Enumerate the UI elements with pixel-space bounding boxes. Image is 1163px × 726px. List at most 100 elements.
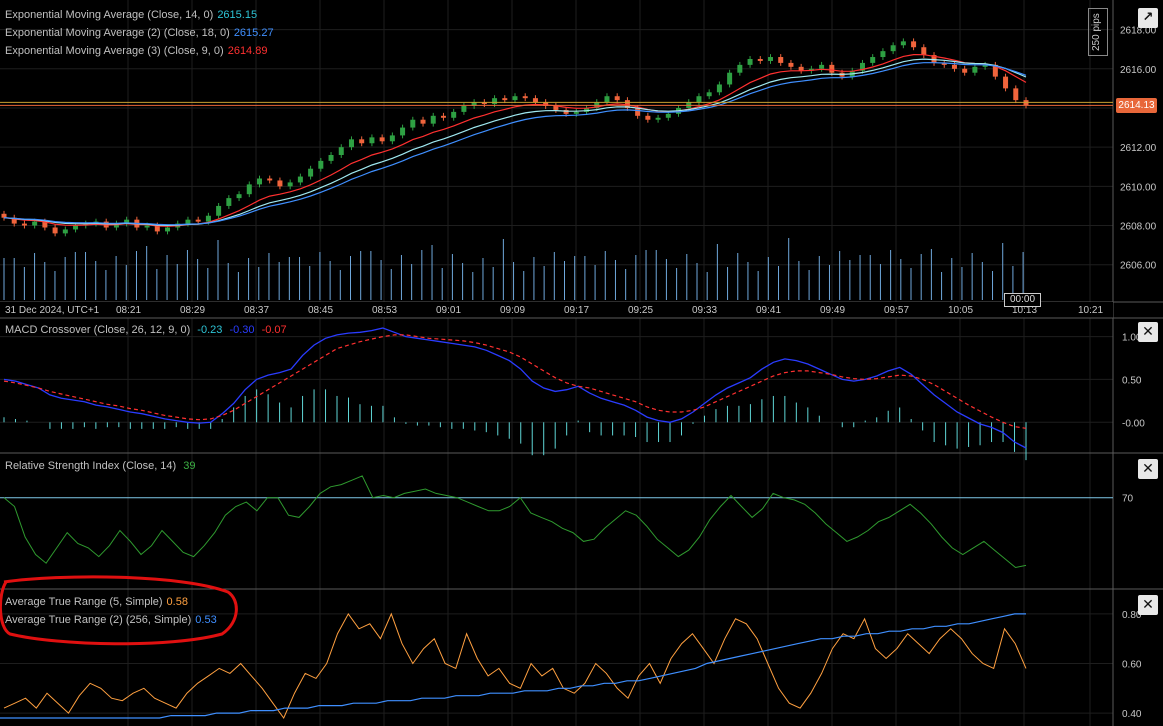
candle-body bbox=[573, 111, 579, 114]
candle-body bbox=[144, 225, 150, 228]
candle-body bbox=[563, 109, 569, 114]
candle-body bbox=[890, 45, 896, 52]
candle-body bbox=[829, 64, 835, 73]
candle-body bbox=[246, 184, 252, 195]
price-tick-label: 2610.00 bbox=[1120, 182, 1157, 193]
candle-body bbox=[11, 217, 17, 224]
legend-atr-256: Average True Range (2) (256, Simple) 0.53 bbox=[5, 614, 217, 626]
candle-body bbox=[1, 213, 7, 218]
candle-body bbox=[962, 68, 968, 73]
ema-18-line bbox=[3, 62, 1027, 226]
candle-body bbox=[216, 205, 222, 216]
candle-body bbox=[737, 64, 743, 73]
candle-body bbox=[318, 160, 324, 169]
time-tick-label: 08:21 bbox=[116, 305, 141, 316]
ema-14-line bbox=[3, 58, 1027, 227]
macd-value-signal: -0.07 bbox=[261, 324, 287, 336]
legend-ema-18: Exponential Moving Average (2) (Close, 1… bbox=[5, 27, 274, 39]
candle-body bbox=[297, 176, 303, 183]
cursor-time-label: 00:00 bbox=[1004, 293, 1041, 307]
macd-tick-label: -0.00 bbox=[1122, 418, 1145, 429]
rsi-title: Relative Strength Index (Close, 14) bbox=[5, 460, 177, 472]
red-annotation-circle bbox=[0, 575, 238, 646]
candle-body bbox=[614, 96, 620, 101]
time-tick-label: 08:45 bbox=[308, 305, 333, 316]
candle-body bbox=[257, 178, 262, 185]
time-tick-label: 09:57 bbox=[884, 305, 909, 316]
time-tick-label: 09:49 bbox=[820, 305, 845, 316]
time-tick-label: 31 Dec 2024, UTC+1 bbox=[5, 305, 100, 316]
macd-title: MACD Crossover (Close, 26, 12, 9, 0) bbox=[5, 324, 191, 336]
candle-body bbox=[308, 168, 314, 177]
price-tick-label: 2616.00 bbox=[1120, 65, 1157, 76]
candle-body bbox=[165, 227, 171, 232]
candle-body bbox=[52, 227, 58, 234]
macd-tick-label: 0.50 bbox=[1122, 375, 1142, 386]
candle-body bbox=[236, 194, 242, 199]
candle-body bbox=[911, 41, 917, 48]
candle-body bbox=[665, 113, 671, 118]
candle-body bbox=[21, 223, 27, 226]
candle-body bbox=[635, 107, 641, 116]
price-tick-label: 2606.00 bbox=[1120, 261, 1157, 272]
rsi-close-icon[interactable]: ✕ bbox=[1138, 459, 1158, 479]
candle-body bbox=[931, 55, 937, 63]
macd-tick-label: 1.00 bbox=[1122, 333, 1142, 344]
candle-body bbox=[696, 96, 702, 103]
macd-signal-line bbox=[3, 334, 1027, 429]
candle-body bbox=[1003, 76, 1009, 89]
time-tick-label: 08:53 bbox=[372, 305, 397, 316]
macd-value-line: -0.30 bbox=[229, 324, 255, 336]
candle-body bbox=[543, 102, 549, 107]
candle-body bbox=[716, 84, 722, 93]
candle-body bbox=[73, 225, 79, 230]
candle-body bbox=[757, 58, 763, 61]
rsi-tick-label: 70 bbox=[1122, 494, 1134, 505]
candle-body bbox=[992, 64, 998, 77]
candle-body bbox=[471, 102, 477, 107]
rsi-value: 39 bbox=[183, 460, 196, 472]
atr-256-line bbox=[0, 613, 1026, 719]
price-tick-label: 2618.00 bbox=[1120, 26, 1157, 37]
candle-body bbox=[522, 96, 528, 99]
time-tick-label: 09:41 bbox=[756, 305, 781, 316]
candle-body bbox=[921, 47, 927, 56]
macd-legend: MACD Crossover (Close, 26, 12, 9, 0) -0.… bbox=[5, 324, 287, 336]
time-tick-label: 10:05 bbox=[948, 305, 973, 316]
candle-body bbox=[379, 137, 385, 142]
candle-body bbox=[328, 155, 334, 161]
candle-body bbox=[430, 115, 436, 124]
time-tick-label: 09:01 bbox=[436, 305, 461, 316]
time-tick-label: 10:13 bbox=[1012, 305, 1037, 316]
candle-body bbox=[42, 221, 48, 228]
candle-body bbox=[440, 115, 446, 118]
atr-close-icon[interactable]: ✕ bbox=[1138, 595, 1158, 615]
time-tick-label: 09:17 bbox=[564, 305, 589, 316]
time-axis-band bbox=[0, 302, 1113, 318]
candle-body bbox=[778, 57, 784, 63]
time-tick-label: 10:21 bbox=[1078, 305, 1103, 316]
popout-icon[interactable]: ↗ bbox=[1138, 8, 1158, 28]
candle-body bbox=[584, 107, 590, 112]
atr-tick-label: 0.40 bbox=[1122, 709, 1142, 720]
candle-body bbox=[410, 119, 416, 128]
candle-body bbox=[461, 106, 467, 112]
atr-legend: Average True Range (5, Simple) 0.58 Avera… bbox=[5, 596, 217, 632]
price-tick-label: 2612.00 bbox=[1120, 143, 1157, 154]
candle-body bbox=[1013, 88, 1019, 101]
candle-body bbox=[532, 98, 538, 103]
candle-body bbox=[348, 139, 354, 148]
candle-body bbox=[798, 66, 804, 71]
candle-body bbox=[982, 64, 988, 67]
candle-body bbox=[900, 41, 906, 46]
candle-body bbox=[267, 178, 273, 181]
candle-body bbox=[400, 127, 406, 136]
rsi-legend: Relative Strength Index (Close, 14) 39 bbox=[5, 460, 196, 472]
candle-body bbox=[604, 96, 610, 103]
rsi-line bbox=[3, 475, 1027, 569]
candle-body bbox=[727, 72, 733, 85]
candle-body bbox=[420, 119, 426, 124]
candle-body bbox=[941, 62, 947, 65]
macd-close-icon[interactable]: ✕ bbox=[1138, 322, 1158, 342]
